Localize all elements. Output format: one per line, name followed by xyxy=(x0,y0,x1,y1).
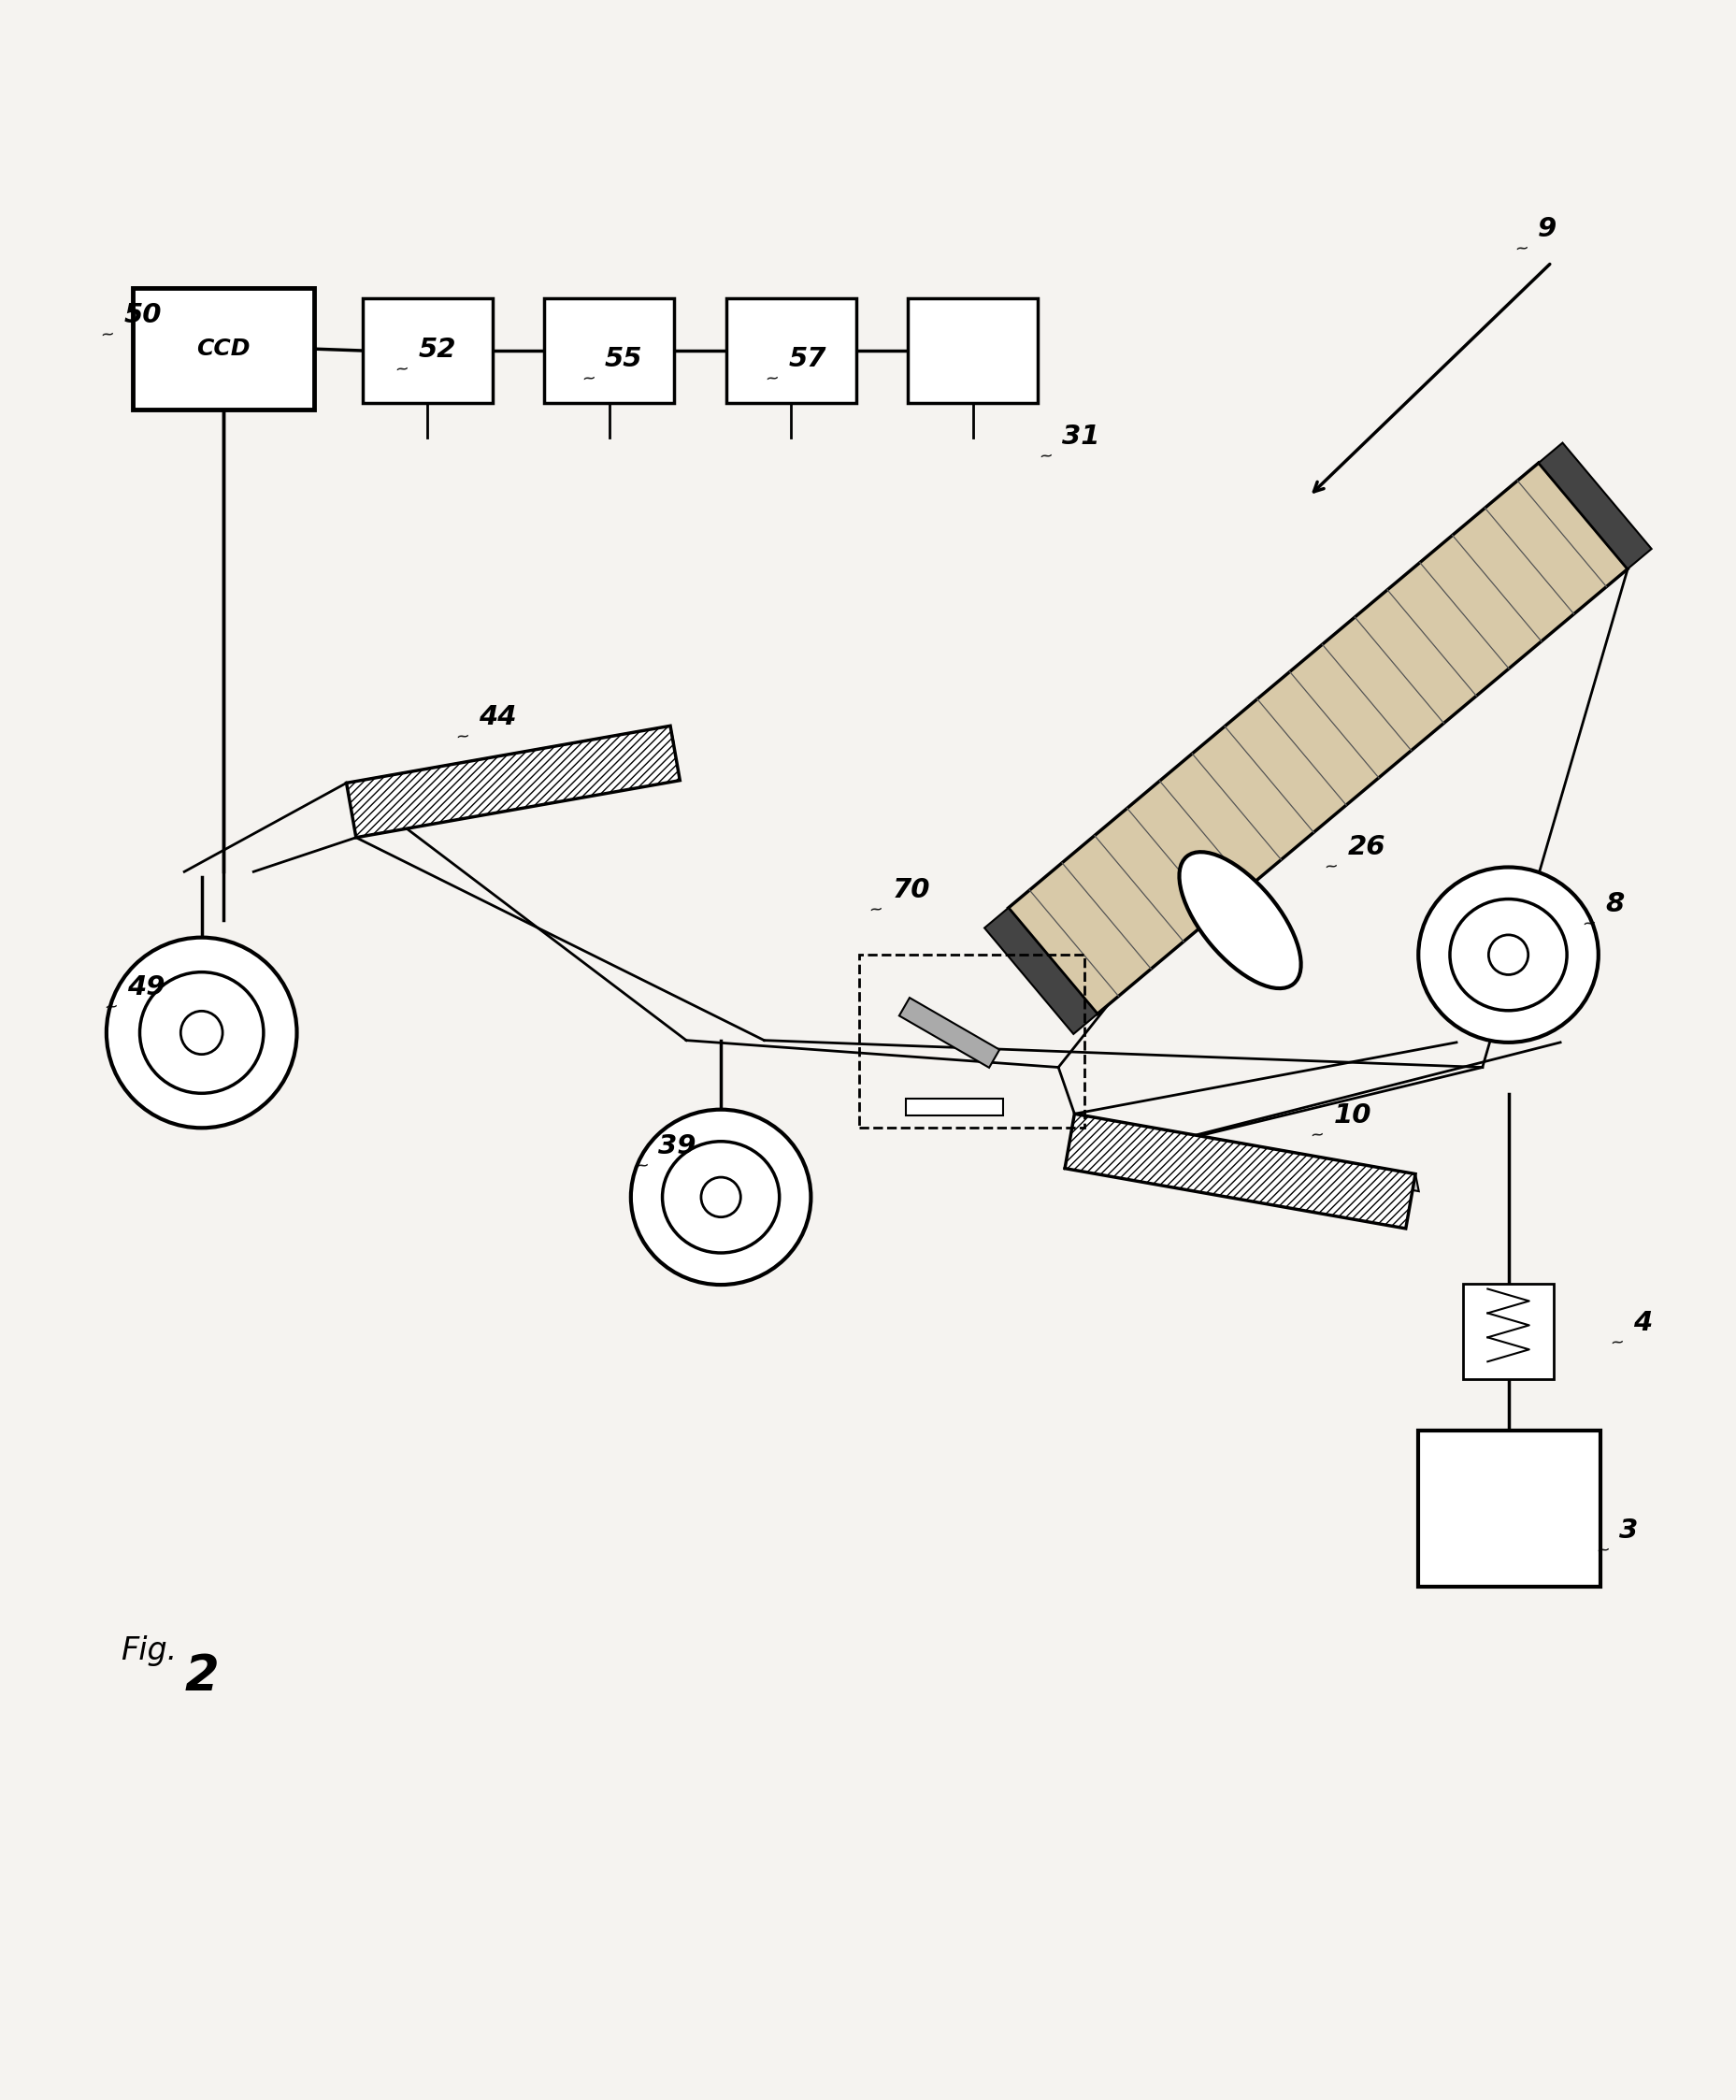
Text: 3: 3 xyxy=(1620,1518,1639,1543)
Text: 10: 10 xyxy=(1333,1102,1371,1128)
Text: ~: ~ xyxy=(634,1157,649,1174)
Text: 31: 31 xyxy=(1062,424,1099,449)
Text: CCD: CCD xyxy=(196,338,250,359)
Text: 8: 8 xyxy=(1606,890,1625,918)
Text: 26: 26 xyxy=(1347,834,1385,861)
Ellipse shape xyxy=(181,1010,222,1054)
Text: 55: 55 xyxy=(604,346,642,372)
Text: 49: 49 xyxy=(127,974,165,1000)
Text: ~: ~ xyxy=(102,997,118,1016)
Text: 4: 4 xyxy=(1634,1310,1653,1336)
Polygon shape xyxy=(906,1098,1003,1115)
Polygon shape xyxy=(1009,462,1628,1014)
Ellipse shape xyxy=(141,972,264,1094)
Ellipse shape xyxy=(1450,899,1568,1010)
Ellipse shape xyxy=(630,1109,811,1285)
Ellipse shape xyxy=(663,1142,779,1254)
Bar xyxy=(859,956,1085,1128)
Text: ~: ~ xyxy=(764,370,779,386)
Ellipse shape xyxy=(1488,934,1528,974)
Polygon shape xyxy=(1538,443,1651,569)
Text: ~: ~ xyxy=(580,370,595,386)
Text: ~: ~ xyxy=(394,361,410,378)
Ellipse shape xyxy=(1179,853,1300,989)
Bar xyxy=(132,288,314,410)
Ellipse shape xyxy=(701,1178,741,1218)
Polygon shape xyxy=(899,997,1000,1067)
Text: ~: ~ xyxy=(1581,916,1597,932)
Text: 39: 39 xyxy=(658,1134,696,1159)
Text: 57: 57 xyxy=(788,346,826,372)
Polygon shape xyxy=(347,727,674,800)
Text: ~: ~ xyxy=(1038,447,1054,466)
Bar xyxy=(363,298,493,403)
Text: Fig.: Fig. xyxy=(120,1636,177,1665)
Polygon shape xyxy=(1075,1113,1418,1191)
Text: 52: 52 xyxy=(418,336,457,363)
Bar xyxy=(1418,1430,1601,1588)
Ellipse shape xyxy=(106,937,297,1128)
Text: 50: 50 xyxy=(123,302,161,328)
Text: 44: 44 xyxy=(479,704,516,731)
Text: ~: ~ xyxy=(455,727,470,746)
Polygon shape xyxy=(984,907,1097,1033)
Bar xyxy=(726,298,856,403)
Text: ~: ~ xyxy=(99,326,115,344)
Text: 2: 2 xyxy=(184,1653,219,1701)
Bar xyxy=(545,298,674,403)
Text: 9: 9 xyxy=(1538,216,1557,242)
Text: ~: ~ xyxy=(1595,1541,1611,1558)
Text: ~: ~ xyxy=(1514,239,1529,258)
Text: ~: ~ xyxy=(1609,1334,1625,1352)
Bar xyxy=(1463,1283,1554,1380)
Text: ~: ~ xyxy=(1309,1126,1325,1144)
Text: 70: 70 xyxy=(892,878,930,903)
Polygon shape xyxy=(1064,1113,1415,1228)
Text: ~: ~ xyxy=(868,901,884,918)
Bar xyxy=(908,298,1038,403)
Polygon shape xyxy=(347,727,681,838)
Text: ~: ~ xyxy=(1323,857,1338,876)
Ellipse shape xyxy=(1418,867,1599,1042)
